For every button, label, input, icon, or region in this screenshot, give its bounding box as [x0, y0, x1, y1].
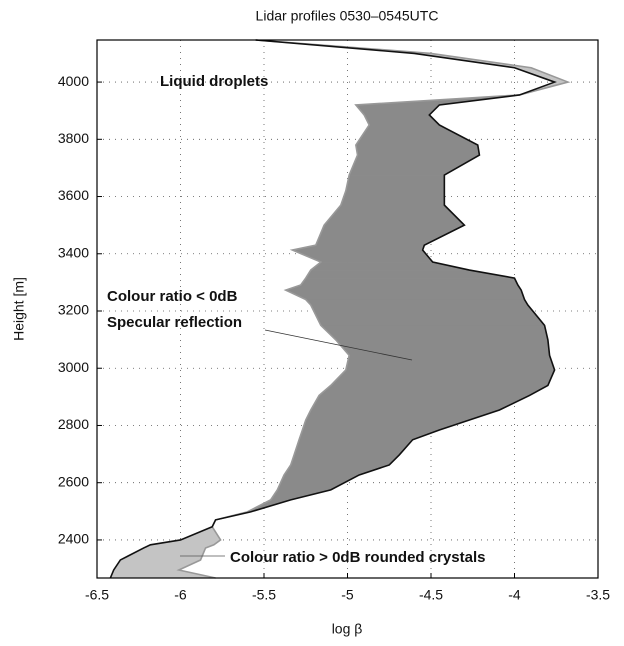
y-tick-label: 3600	[58, 187, 89, 203]
fill-band	[305, 269, 515, 279]
fill-band	[310, 261, 470, 271]
fill-band	[310, 395, 530, 411]
annotation: Colour ratio > 0dB rounded crystals	[230, 549, 485, 566]
y-tick-label: 3800	[58, 130, 89, 146]
fill-band	[318, 385, 549, 396]
x-tick-label: -5.5	[252, 587, 276, 603]
y-tick-label: 4000	[58, 73, 89, 89]
annotation: Liquid droplets	[160, 73, 268, 90]
x-tick-label: -3.5	[586, 587, 610, 603]
fill-band	[345, 174, 445, 192]
fill-band	[285, 289, 525, 300]
fill-band	[293, 439, 414, 456]
y-tick-label: 3200	[58, 302, 89, 318]
fill-band	[305, 299, 529, 306]
fill-band	[290, 454, 400, 466]
fill-band	[143, 544, 214, 549]
y-tick-label: 3400	[58, 244, 89, 260]
fill-band	[113, 559, 201, 571]
y-tick-label: 3000	[58, 359, 89, 375]
plot-frame	[96, 39, 599, 579]
x-tick-label: -4	[508, 587, 521, 603]
y-tick-label: 2400	[58, 531, 89, 547]
fill-band	[305, 409, 500, 421]
fill-band	[330, 369, 555, 386]
annotation: Colour ratio < 0dB	[107, 288, 238, 305]
fill-band	[276, 474, 360, 491]
fill-band	[320, 325, 549, 341]
fill-band	[340, 190, 445, 206]
fill-band	[348, 154, 481, 176]
fill-band	[363, 114, 440, 126]
fill-band	[292, 249, 434, 263]
fill-band	[355, 144, 480, 156]
y-tick-label: 2800	[58, 416, 89, 432]
annotation: Specular reflection	[107, 314, 242, 331]
x-tick-label: -4.5	[419, 587, 443, 603]
chart-title: Lidar profiles 0530–0545UTC	[256, 8, 439, 24]
x-tick-label: -5	[341, 587, 354, 603]
plot-area: -6.5 -6 -5.5 -5 -4.5 -4 -3.5 2400 2600 2800 3000 32…	[58, 39, 610, 603]
fill-band	[315, 224, 465, 246]
fill-band	[345, 355, 555, 371]
fill-band	[335, 339, 550, 356]
annotation-pointer	[264, 329, 413, 361]
profile-line	[109, 39, 557, 579]
annotations: Liquid droplets Colour ratio < 0dB Specu…	[107, 73, 485, 566]
x-tick-label: -6	[174, 587, 187, 603]
x-axis-label: log β	[332, 621, 363, 637]
x-tick-label: -6.5	[85, 587, 109, 603]
fill-band	[355, 104, 440, 116]
fill-band	[310, 304, 546, 326]
fill-band	[300, 277, 519, 286]
fill-band	[323, 204, 466, 226]
y-tick-label: 2600	[58, 473, 89, 489]
y-axis-label: Height [m]	[11, 277, 27, 341]
fill-band	[285, 284, 522, 291]
